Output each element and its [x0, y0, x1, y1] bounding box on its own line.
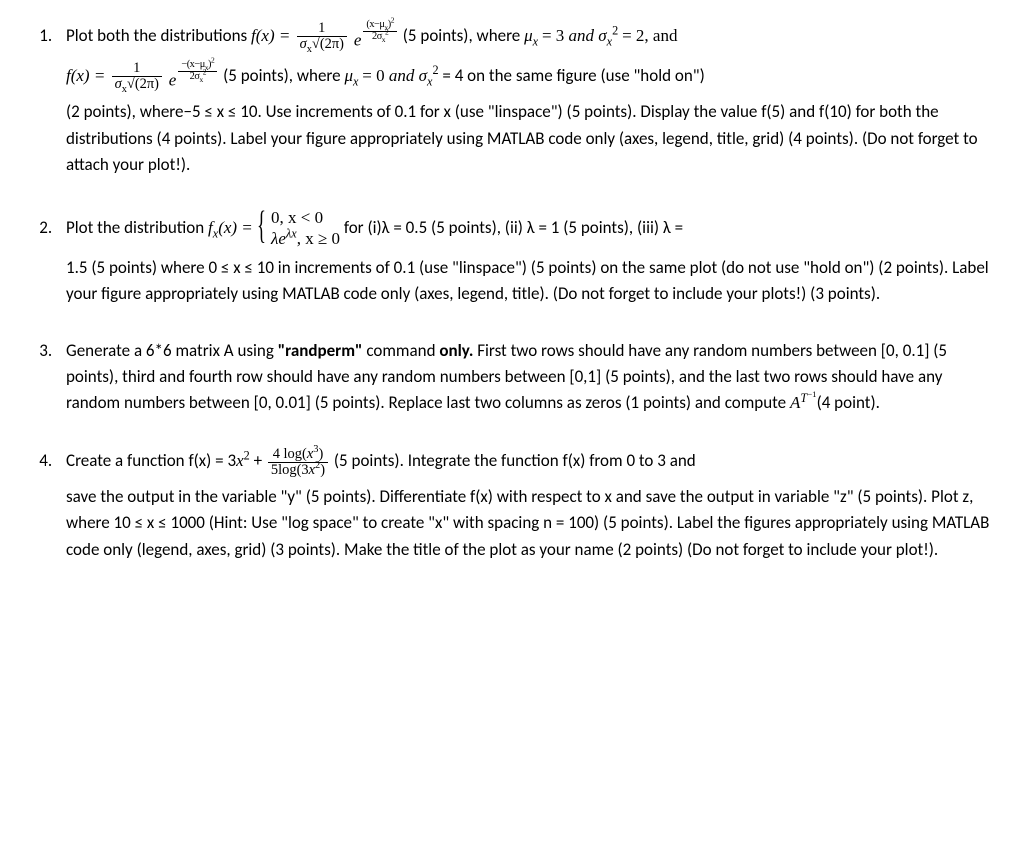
case-top: 0, x < 0 — [271, 208, 340, 228]
q2-line1: Plot the distribution fx(x) = 0, x < 0 λ… — [66, 217, 683, 238]
q1-line1: Plot both the distributions f(x) = 1 σx√… — [66, 25, 677, 46]
q1-frac2: 1 σx√(2π) — [112, 61, 162, 92]
frac-den: σx√(2π) — [297, 36, 347, 52]
exp-num: −(x−μx)2 — [178, 60, 217, 71]
sqrt-2pi: √(2π) — [127, 76, 159, 92]
sigma: σ — [300, 36, 307, 52]
exp-den: 2σx2 — [178, 71, 217, 83]
eq3: = 3 — [542, 26, 569, 45]
q1-fx: f(x) = — [251, 26, 295, 45]
q2-lead: Plot the distribution — [66, 217, 208, 238]
den-c: ) — [320, 462, 325, 478]
exp-num-a: −(x−μ — [181, 59, 204, 70]
q4-frac: 4 log(x3) 5log(3x2) — [268, 447, 328, 478]
plus: + — [250, 450, 266, 471]
exp-frac: (x−μx)2 2σx2 — [363, 20, 397, 43]
q2-eq: (x) = — [218, 218, 257, 237]
q1-pts2: (5 points), where — [223, 64, 344, 85]
frac-num: 1 — [297, 21, 347, 36]
q1-rest: (2 points), where−5 ≤ x ≤ 10. Use increm… — [66, 99, 996, 178]
mu: μ — [344, 65, 353, 84]
eq2: = 2, and — [622, 26, 677, 45]
A: A — [790, 393, 800, 412]
sigma: σ — [419, 65, 427, 84]
num-a: 4 log( — [273, 446, 307, 462]
sigma: σ — [115, 76, 122, 92]
and: and — [569, 26, 599, 45]
question-3: Generate a 6*6 matrix A using "randperm"… — [56, 338, 996, 417]
q3-bold2: only. — [439, 340, 473, 361]
sq: 2 — [385, 27, 388, 36]
e: e — [169, 70, 177, 89]
exp-den-a: 2σ — [372, 31, 382, 42]
and: and — [389, 65, 419, 84]
sub-x: x — [353, 74, 358, 88]
mu: μ — [524, 26, 533, 45]
question-1: Plot both the distributions f(x) = 1 σx√… — [56, 20, 996, 178]
q1-line2: f(x) = 1 σx√(2π) e −(x−μx)2 2σx2 — [66, 60, 996, 94]
q4-after: (5 points). Integrate the function f(x) … — [334, 450, 696, 471]
q3-tail: (4 point). — [817, 392, 880, 413]
x: x — [236, 451, 244, 470]
q2-rest: 1.5 (5 points) where 0 ≤ x ≤ 10 in incre… — [66, 255, 996, 308]
q3-body: Generate a 6*6 matrix A using "randperm"… — [66, 340, 947, 414]
q1-lead: Plot both the distributions — [66, 25, 251, 46]
q4-lead: Create a function f(x) = 3 — [66, 450, 236, 471]
exp-num: (x−μx)2 — [363, 20, 397, 31]
sigma: σ — [598, 26, 606, 45]
q1-exp2: e −(x−μx)2 2σx2 — [169, 60, 219, 94]
sq: 2 — [432, 63, 438, 77]
q1-pts1: (5 points), where — [403, 25, 524, 46]
sq: 2 — [391, 16, 394, 25]
question-4: Create a function f(x) = 3x2 + 4 log(x3)… — [56, 447, 996, 563]
q1-frac1: 1 σx√(2π) — [297, 21, 347, 52]
question-list: Plot both the distributions f(x) = 1 σx√… — [28, 20, 996, 563]
q2-after: for (i)λ = 0.5 (5 points), (ii) λ = 1 (5… — [344, 217, 683, 238]
q4-line1: Create a function f(x) = 3x2 + 4 log(x3)… — [66, 450, 696, 471]
exp-den: 2σx2 — [363, 31, 397, 43]
exponent: (x−μx)2 2σx2 — [361, 20, 399, 43]
question-2: Plot the distribution fx(x) = 0, x < 0 λ… — [56, 208, 996, 307]
sub-x: x — [533, 34, 538, 48]
exp-frac: −(x−μx)2 2σx2 — [178, 60, 217, 83]
q3-lead-a: Generate a 6*6 matrix A using — [66, 340, 278, 361]
case-bot: λeλx, x ≥ 0 — [271, 229, 340, 249]
eq0: = 0 — [362, 65, 389, 84]
q1-fx2: f(x) = — [66, 65, 110, 84]
case-bot-a: λe — [271, 229, 286, 248]
q3-lead-b: command — [363, 340, 440, 361]
q1-exp1: e (x−μx)2 2σx2 — [354, 20, 399, 54]
exponent: −(x−μx)2 2σx2 — [176, 60, 219, 83]
eq4: = 4 on the same figure (use "hold on") — [442, 64, 704, 85]
q4-rest: save the output in the variable "y" (5 p… — [66, 484, 996, 563]
sq: 2 — [612, 23, 618, 37]
sqrt-2pi: √(2π) — [312, 36, 344, 52]
exp-den-a: 2σ — [190, 71, 200, 82]
sq: 2 — [203, 67, 206, 76]
q4-den: 5log(3x2) — [268, 462, 328, 478]
sq: 2 — [211, 55, 214, 64]
case-bot-b: , x ≥ 0 — [297, 229, 340, 248]
T-neg1: T−1 — [800, 391, 816, 405]
frac-den: σx√(2π) — [112, 76, 162, 92]
exp-num-a: (x−μ — [366, 19, 384, 30]
piecewise: 0, x < 0 λeλx, x ≥ 0 — [257, 208, 340, 249]
q3-bold1: "randperm" — [278, 340, 363, 361]
den-a: 5log(3 — [271, 462, 309, 478]
case-bot-exp: λx — [286, 226, 297, 240]
e: e — [354, 30, 362, 49]
neg1: −1 — [807, 389, 816, 399]
frac-num: 1 — [112, 61, 162, 76]
